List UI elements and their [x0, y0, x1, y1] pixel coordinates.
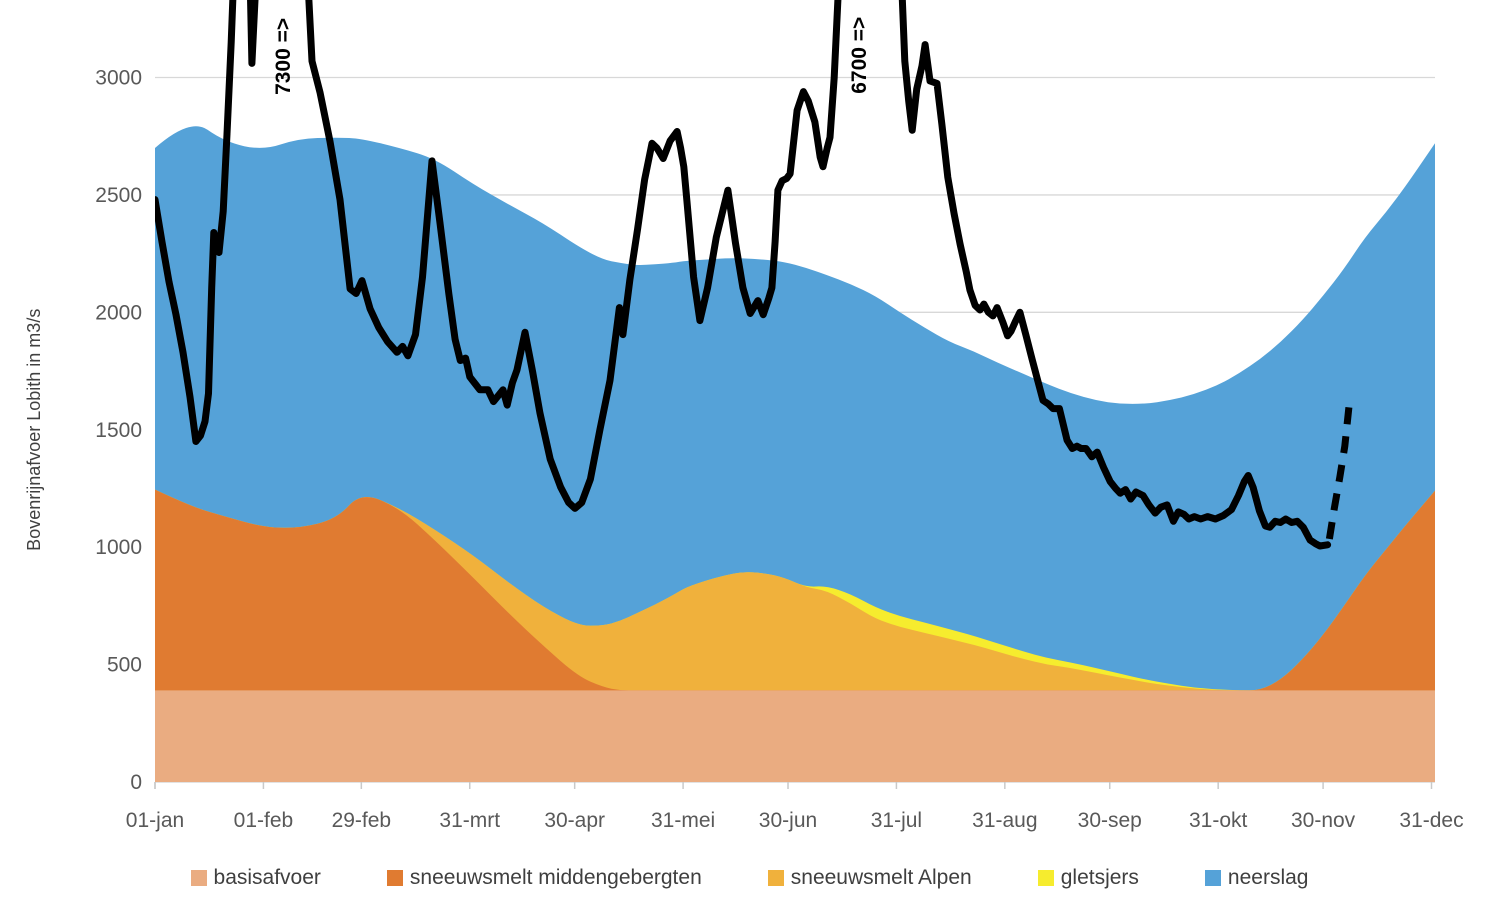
legend-swatch-icon — [386, 870, 403, 886]
legend-swatch-icon — [767, 870, 784, 886]
legend-item-sneeuwsmelt-middengebergten: sneeuwsmelt middengebergten — [386, 866, 702, 890]
x-tick-label: 31-dec — [1399, 809, 1463, 832]
peak-annotation: 7300 => — [272, 18, 295, 95]
legend-item-sneeuwsmelt-Alpen: sneeuwsmelt Alpen — [767, 866, 972, 890]
x-tick-label: 30-jun — [759, 809, 817, 832]
x-tick-label: 30-nov — [1291, 809, 1356, 832]
x-tick-label: 31-mrt — [439, 809, 500, 832]
x-tick-label: 01-feb — [234, 809, 294, 832]
x-tick-label: 31-okt — [1189, 809, 1248, 832]
y-tick-label: 2500 — [95, 184, 142, 207]
peak-annotation: 6700 => — [848, 17, 871, 94]
x-tick-label: 30-apr — [544, 809, 605, 832]
y-tick-label: 0 — [130, 771, 142, 794]
legend-label: neerslag — [1227, 866, 1309, 889]
legend-swatch-icon — [1204, 870, 1221, 886]
legend-swatch-icon — [190, 870, 207, 886]
y-axis-title: Bovenrijnafvoer Lobith in m3/s — [24, 309, 44, 551]
y-tick-label: 1000 — [95, 536, 142, 559]
x-tick-label: 30-sep — [1078, 809, 1142, 832]
observed-discharge-line — [155, 0, 1332, 550]
legend-item-neerslag: neerslag — [1204, 866, 1309, 890]
y-tick-label: 3000 — [95, 67, 142, 90]
legend-label: basisafvoer — [213, 866, 321, 889]
legend-item-basisafvoer: basisafvoer — [190, 866, 321, 890]
legend-label: sneeuwsmelt Alpen — [790, 866, 972, 889]
x-tick-label: 31-jul — [871, 809, 922, 832]
chart-canvas: 7300 => 6700 => 0 500 1000 1500 2000 2500 3000 01… — [24, 0, 1464, 832]
y-tick-label: 2000 — [95, 301, 142, 324]
x-tick-label: 01-jan — [126, 809, 184, 832]
forecast-dashed-line — [1325, 405, 1353, 540]
legend-label: sneeuwsmelt middengebergten — [409, 866, 702, 889]
y-tick-label: 1500 — [95, 419, 142, 442]
area-basisafvoer — [155, 690, 1435, 782]
y-tick-label: 500 — [107, 654, 142, 677]
x-tick-label: 31-aug — [972, 809, 1037, 832]
legend-swatch-icon — [1037, 870, 1054, 886]
x-tick-label: 31-mei — [651, 809, 715, 832]
legend-item-gletsjers: gletsjers — [1037, 866, 1139, 890]
chart-legend: basisafvoer sneeuwsmelt middengebergten sn… — [0, 848, 1499, 908]
discharge-chart: 7300 => 6700 => 0 500 1000 1500 2000 2500 3000 01… — [24, 0, 1464, 832]
x-tick-label: 29-feb — [332, 809, 392, 832]
legend-label: gletsjers — [1060, 866, 1139, 889]
